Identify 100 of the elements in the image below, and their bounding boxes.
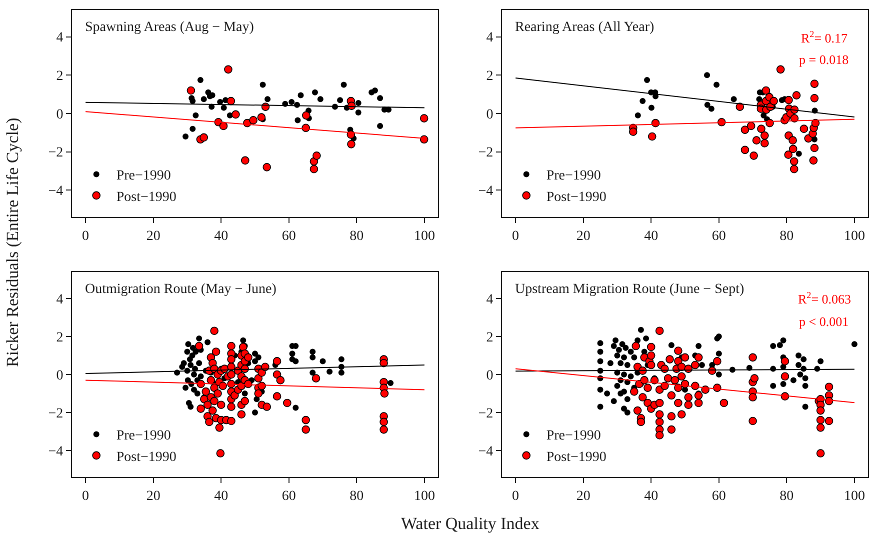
- point: [770, 96, 778, 106]
- point: [784, 150, 793, 159]
- x-tick-label: 0: [512, 228, 520, 244]
- point: [264, 96, 271, 102]
- point: [788, 144, 798, 154]
- legend-label: Pre−1990: [546, 168, 601, 184]
- x-tick-label: 0: [82, 228, 90, 244]
- y-tick-label: 0: [56, 107, 64, 122]
- point: [800, 124, 808, 133]
- y-tick-label: 4: [486, 292, 494, 308]
- point: [317, 96, 324, 102]
- x-tick-label: 0: [82, 488, 90, 504]
- point: [226, 96, 236, 106]
- y-axis-title: Ricker Residuals (Entire Life Cycle): [3, 118, 22, 367]
- point: [298, 92, 304, 98]
- y-tick-label: −2: [478, 406, 494, 422]
- point: [640, 98, 646, 104]
- x-tick-label: 60: [282, 228, 296, 244]
- point: [302, 111, 310, 120]
- x-tick-label: 20: [576, 228, 590, 244]
- x-tick-label: 20: [576, 488, 590, 504]
- point: [372, 88, 378, 94]
- legend-label: Pre−1990: [546, 428, 601, 444]
- point: [762, 86, 770, 95]
- x-tick-label: 100: [414, 228, 435, 244]
- point: [760, 131, 769, 140]
- point: [760, 139, 769, 148]
- point: [752, 136, 761, 144]
- legend-label: Post−1990: [116, 190, 176, 205]
- y-tick-label: −2: [478, 146, 494, 161]
- point: [796, 150, 802, 157]
- y-tick-label: 0: [486, 368, 494, 384]
- point: [249, 116, 258, 124]
- x-tick-label: 0: [512, 488, 520, 504]
- point: [310, 164, 318, 174]
- point: [736, 102, 744, 111]
- point: [232, 110, 240, 119]
- text: Spawning Areas (Aug − May): [85, 20, 254, 35]
- x-tick-label: 40: [644, 488, 658, 504]
- legend-label: Post−1990: [546, 190, 606, 205]
- point: [260, 82, 266, 88]
- annotation: R$^{2}$= 0.063: [798, 290, 852, 306]
- point: [257, 113, 266, 122]
- point: [197, 76, 204, 83]
- point: [704, 102, 710, 108]
- point: [746, 122, 756, 130]
- y-tick-label: 2: [486, 69, 494, 84]
- point: [809, 156, 818, 165]
- y-tick-label: 4: [486, 30, 494, 46]
- y-tick-label: −4: [48, 184, 64, 200]
- point: [708, 106, 714, 112]
- x-tick-label: 80: [350, 228, 364, 244]
- point: [262, 163, 272, 172]
- point: [730, 96, 737, 102]
- point: [220, 104, 227, 111]
- legend-label: Pre−1990: [116, 428, 171, 444]
- x-tick-label: 60: [712, 228, 726, 244]
- annotation: p = 0.018: [799, 52, 849, 67]
- x-tick-label: 80: [780, 488, 794, 504]
- point: [648, 132, 656, 141]
- point: [648, 104, 654, 111]
- point: [704, 72, 710, 78]
- point: [217, 99, 224, 105]
- point: [790, 164, 798, 174]
- annotation: R$^{2}$= 0.17: [801, 29, 848, 46]
- y-tick-label: −2: [48, 146, 64, 161]
- point: [714, 82, 720, 88]
- x-tick-label: 100: [844, 228, 865, 244]
- x-axis-title: Water Quality Index: [401, 514, 540, 533]
- point: [644, 76, 650, 83]
- y-tick-label: 2: [56, 330, 64, 346]
- point: [792, 91, 801, 100]
- legend-label: Post−1990: [116, 450, 176, 465]
- point: [224, 65, 232, 74]
- x-tick-label: 80: [780, 228, 794, 244]
- point: [340, 82, 347, 88]
- x-tick-label: 60: [282, 488, 296, 504]
- x-tick-label: 40: [214, 228, 228, 244]
- y-tick-label: 0: [486, 107, 494, 122]
- point: [750, 152, 758, 160]
- point: [377, 95, 384, 102]
- x-tick-label: 20: [146, 488, 160, 504]
- point: [192, 112, 199, 118]
- point: [784, 96, 793, 104]
- x-tick-label: 100: [844, 488, 865, 504]
- point: [740, 146, 750, 154]
- point: [200, 133, 208, 142]
- y-tick-label: 4: [56, 30, 64, 46]
- x-tick-label: 20: [146, 228, 160, 244]
- point: [377, 122, 384, 129]
- y-tick-label: 2: [56, 69, 64, 84]
- point: [757, 124, 766, 133]
- y-tick-label: −4: [478, 444, 494, 460]
- point: [312, 89, 318, 96]
- text: Upstream Migration Route (June − Sept): [515, 282, 744, 297]
- point: [810, 80, 819, 88]
- point: [219, 122, 228, 130]
- y-tick-label: −2: [48, 406, 64, 422]
- text: Rearing Areas (All Year): [515, 20, 655, 35]
- point: [355, 100, 362, 106]
